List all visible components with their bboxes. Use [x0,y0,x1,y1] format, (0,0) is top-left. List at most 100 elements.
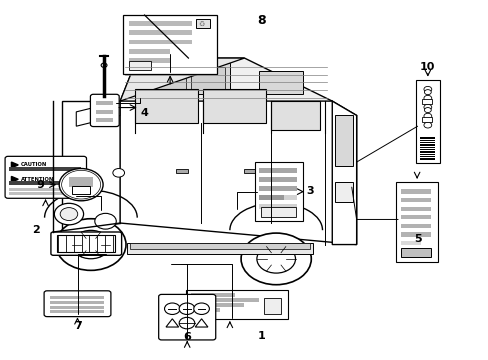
FancyBboxPatch shape [90,94,119,127]
Circle shape [56,219,126,270]
Text: 10: 10 [419,62,435,72]
Text: ATTENTION: ATTENTION [21,177,55,182]
Circle shape [113,168,124,177]
FancyBboxPatch shape [123,15,217,74]
FancyBboxPatch shape [127,243,312,253]
Bar [259,186,297,191]
FancyBboxPatch shape [51,232,122,255]
Bar [50,306,104,309]
FancyBboxPatch shape [259,71,303,94]
Bar [419,147,434,148]
Text: 2: 2 [32,225,40,235]
Text: 5: 5 [413,234,421,244]
Text: 9: 9 [37,180,44,190]
Circle shape [423,95,431,101]
Polygon shape [120,58,331,108]
Bar [96,118,113,122]
Text: 8: 8 [257,14,265,27]
Circle shape [423,104,431,110]
Bar [96,102,113,105]
Circle shape [59,168,103,201]
Circle shape [256,245,295,273]
Bar [400,224,430,228]
Circle shape [95,213,116,229]
FancyBboxPatch shape [176,169,188,173]
FancyBboxPatch shape [415,80,439,163]
Bar [400,249,420,254]
FancyBboxPatch shape [195,19,210,28]
FancyBboxPatch shape [130,243,310,249]
Bar [259,195,283,200]
Bar [129,21,192,26]
Polygon shape [76,101,120,126]
FancyBboxPatch shape [5,156,86,198]
Text: 7: 7 [74,321,81,331]
Bar [419,142,434,143]
Circle shape [60,208,78,221]
Circle shape [193,303,209,315]
Circle shape [164,303,180,315]
Polygon shape [120,101,356,244]
Bar [259,195,297,200]
FancyBboxPatch shape [264,298,281,315]
Bar [129,58,170,63]
Bar [190,303,244,307]
Bar [129,31,192,35]
Bar [50,296,104,300]
Bar [50,310,104,314]
Text: 1: 1 [257,331,265,341]
FancyBboxPatch shape [72,186,90,194]
FancyBboxPatch shape [129,61,151,69]
Circle shape [61,170,101,199]
Bar [400,189,430,194]
Bar [69,182,93,187]
Circle shape [424,108,430,113]
Polygon shape [61,101,120,230]
Bar [259,168,297,173]
Bar [96,110,113,114]
Polygon shape [331,101,356,244]
Bar [69,177,93,182]
Bar [400,198,430,202]
Bar [419,140,434,141]
Bar [9,192,81,195]
Bar [419,150,434,153]
Bar [419,156,434,157]
Polygon shape [120,58,244,101]
Bar [9,188,81,191]
Circle shape [101,63,107,67]
FancyBboxPatch shape [422,99,431,104]
FancyBboxPatch shape [400,248,430,257]
Bar [400,215,430,220]
FancyBboxPatch shape [147,67,185,90]
Bar [129,49,170,54]
FancyBboxPatch shape [271,101,320,130]
FancyBboxPatch shape [186,290,287,319]
Polygon shape [11,176,18,182]
Bar [129,40,192,44]
Text: CAUTION: CAUTION [21,162,47,167]
Bar [190,309,220,312]
Text: 3: 3 [306,186,313,197]
Bar [400,207,430,211]
FancyBboxPatch shape [334,182,352,202]
Bar [400,241,420,245]
Bar [259,177,297,182]
FancyBboxPatch shape [44,291,111,317]
Bar [419,136,434,139]
FancyBboxPatch shape [422,117,431,122]
Circle shape [241,233,311,285]
Circle shape [424,90,430,95]
FancyBboxPatch shape [190,67,224,90]
FancyBboxPatch shape [334,116,352,166]
FancyBboxPatch shape [203,89,266,123]
Bar [419,158,434,160]
Circle shape [179,318,194,329]
FancyBboxPatch shape [142,63,229,94]
Bar [9,167,81,171]
Circle shape [423,122,431,128]
Circle shape [54,203,83,225]
FancyBboxPatch shape [254,162,302,221]
Bar [50,301,104,304]
Bar [9,181,81,185]
